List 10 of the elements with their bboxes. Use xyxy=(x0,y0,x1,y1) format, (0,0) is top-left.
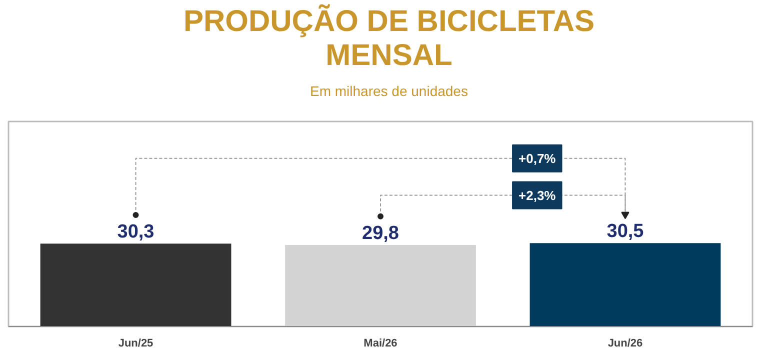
annotation: +0,7% xyxy=(518,150,556,166)
chart-subtitle: Em milhares de unidades xyxy=(309,82,469,101)
annotation: +2,3% xyxy=(518,188,556,203)
x-tick-label: Jun/25 xyxy=(118,338,154,350)
data-label: 30,3 xyxy=(117,222,154,243)
x-tick-label: Mai/26 xyxy=(364,338,398,350)
chart-title: PRODUÇÃO DE BICICLETAS MENSAL xyxy=(182,5,596,73)
x-tick-label: Jun/26 xyxy=(608,338,643,350)
data-label: 29,8 xyxy=(362,222,399,244)
data-label: 30,5 xyxy=(606,220,644,242)
